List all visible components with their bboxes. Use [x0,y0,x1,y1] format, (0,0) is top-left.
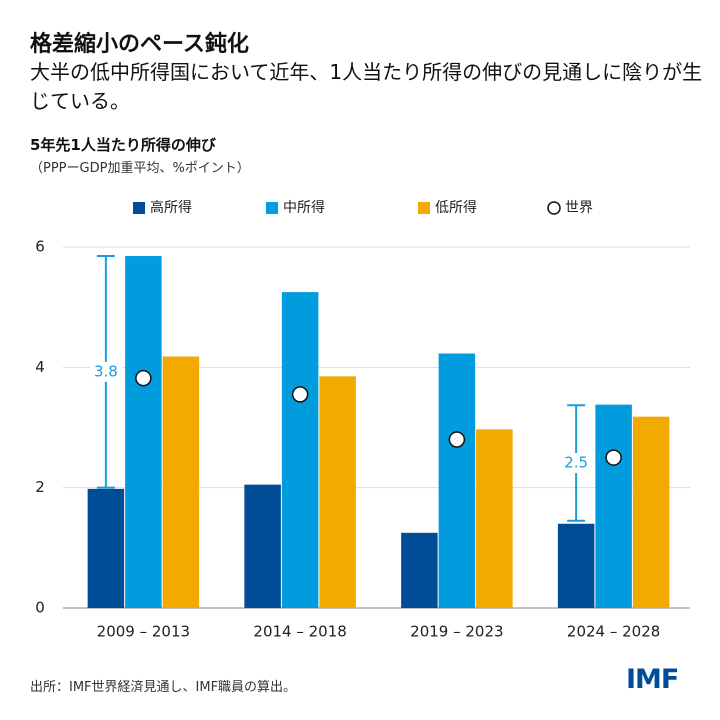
bar [125,256,162,608]
y-tick-label: 0 [35,599,45,617]
source: 出所：IMF世界経済見通し、IMF職員の算出。 [30,680,297,695]
annotation-label: 3.8 [94,362,118,380]
bar [557,523,595,608]
legend-label: 中所得 [283,199,325,216]
title: 格差縮小のペース鈍化 [30,32,249,57]
bar [595,404,632,608]
legend-marker [418,202,430,214]
y-tick-label: 6 [35,238,45,256]
bar [319,376,356,608]
world-marker [135,369,152,387]
bar [438,353,476,608]
y-tick-label: 4 [35,358,45,376]
bar [87,488,125,608]
chart-title: 5年先1人当たり所得の伸び [30,136,216,154]
annotation-bg [560,452,593,473]
annotation-label: 2.5 [564,453,588,471]
legend-marker [266,202,278,214]
x-tick-label: 2024 – 2028 [567,623,660,641]
bar [244,484,281,608]
bar [162,356,200,608]
legend-label: 低所得 [435,199,477,216]
x-tick-label: 2014 – 2018 [253,623,346,641]
bar [632,416,670,608]
bar [401,532,438,608]
world-marker [291,386,309,403]
legend-label: 世界 [565,200,593,216]
legend-marker [133,202,145,214]
x-tick-label: 2019 – 2023 [410,623,503,641]
bar [281,292,319,608]
world-marker [448,431,466,448]
logo: IMF [626,664,679,695]
bar [476,429,513,608]
chart-subtitle: （PPPーGDP加重平均、%ポイント） [30,161,250,176]
y-tick-label: 2 [35,478,45,496]
legend-marker [547,201,561,215]
world-marker [605,449,622,466]
subtitle: 大半の低中所得国において近年、1人当たり所得の伸びの見通しに陰りが生じている。 [30,60,703,113]
x-tick-label: 2009 – 2013 [97,623,190,641]
annotation-bg [89,361,122,382]
legend-label: 高所得 [150,199,192,216]
